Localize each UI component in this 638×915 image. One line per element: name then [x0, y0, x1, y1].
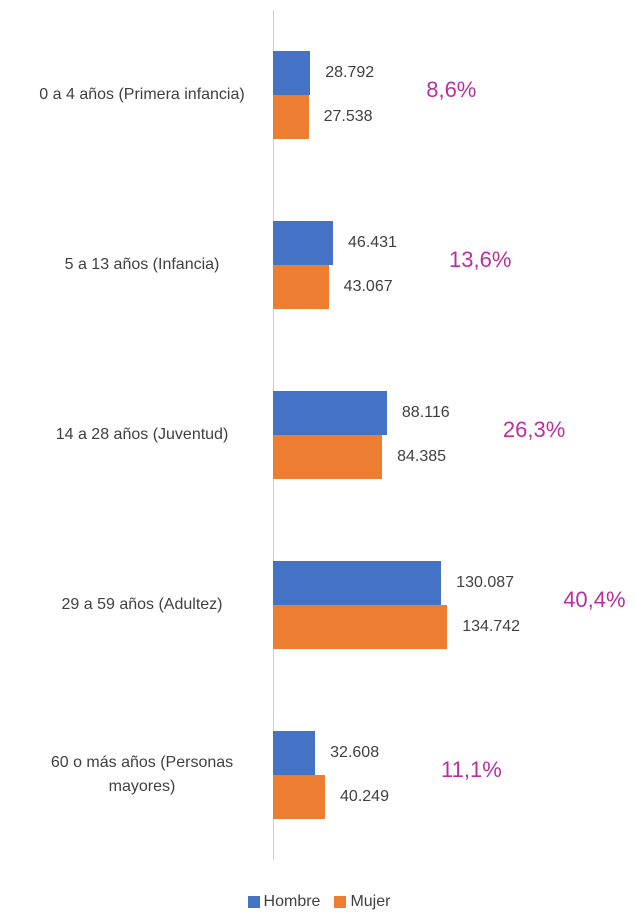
annotation: 40,4% — [563, 587, 626, 612]
category-label: 29 a 59 años (Adultez) — [61, 596, 223, 613]
legend-label: Hombre — [263, 893, 321, 910]
value-label: 130.087 — [456, 574, 515, 591]
legend: Hombre Mujer — [0, 892, 638, 912]
bar — [273, 95, 309, 139]
legend-label: Mujer — [350, 893, 391, 910]
annotation: 8,6% — [426, 77, 477, 102]
bar — [273, 221, 334, 265]
bar — [273, 265, 329, 309]
category-label: 14 a 28 años (Juventud) — [55, 426, 229, 443]
category-label: 5 a 13 años (Infancia) — [64, 256, 220, 273]
bar — [273, 731, 316, 775]
value-label: 28.792 — [325, 64, 375, 81]
value-label: 43.067 — [343, 278, 393, 295]
bar — [273, 561, 442, 605]
bar — [273, 435, 383, 479]
value-label: 46.431 — [348, 234, 397, 251]
bar — [273, 391, 387, 435]
value-label: 84.385 — [397, 448, 447, 465]
category-label: 60 o más años (Personas mayores) — [50, 754, 234, 795]
bar — [273, 775, 326, 819]
annotation: 11,1% — [441, 757, 502, 782]
value-label: 27.538 — [323, 108, 373, 125]
annotation: 26,3% — [502, 417, 566, 442]
legend-swatch — [247, 896, 260, 908]
value-label: 40.249 — [340, 788, 389, 805]
value-label: 134.742 — [462, 618, 521, 635]
annotation: 13,6% — [449, 247, 512, 272]
category-label: 0 a 4 años (Primera infancia) — [39, 86, 245, 103]
value-label: 88.116 — [401, 404, 450, 421]
legend-swatch — [334, 896, 347, 908]
bar — [273, 51, 311, 95]
legend-item: Mujer — [334, 892, 390, 912]
value-label: 32.608 — [330, 744, 380, 761]
legend-item: Hombre — [247, 892, 321, 912]
bar — [273, 605, 448, 649]
